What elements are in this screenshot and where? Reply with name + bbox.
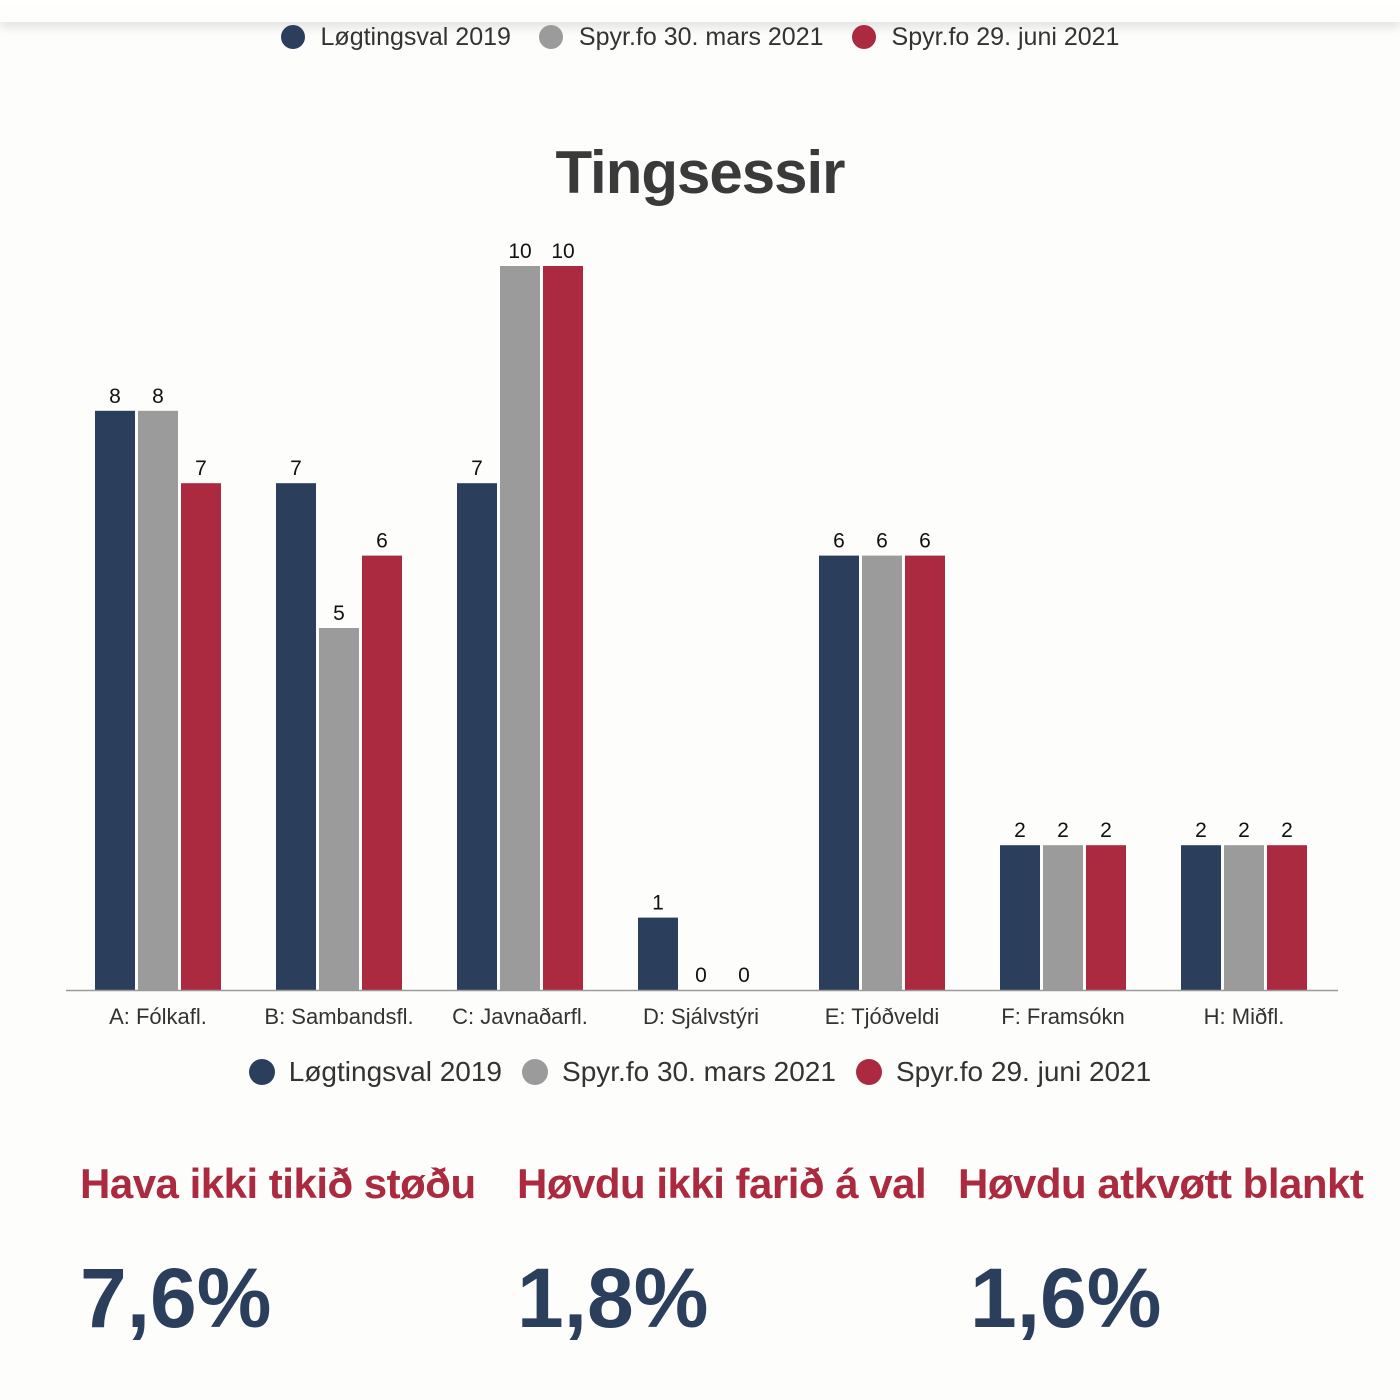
category-label: E: Tjóðveldi [825, 1004, 940, 1029]
bar[interactable] [500, 266, 540, 990]
bar[interactable] [181, 483, 221, 990]
bar[interactable] [276, 483, 316, 990]
legend-dot-icon [248, 1059, 275, 1085]
bar[interactable] [457, 483, 497, 990]
data-label: 2 [1281, 819, 1293, 842]
data-label: 6 [919, 530, 931, 553]
bar[interactable] [905, 555, 945, 990]
legend-label: Spyr.fo 29. juni 2021 [895, 1056, 1152, 1087]
bar[interactable] [1181, 845, 1221, 990]
data-label: 6 [833, 530, 845, 553]
chart-title: Tingsessir [555, 139, 845, 206]
bar[interactable] [95, 410, 135, 990]
category-label: A: Fólkafl. [109, 1004, 207, 1029]
data-label: 7 [290, 457, 302, 480]
data-label: 2 [1195, 819, 1207, 842]
data-label: 6 [876, 530, 888, 553]
bar[interactable] [319, 628, 359, 990]
data-label: 10 [508, 240, 531, 263]
legend-label: Spyr.fo 30. mars 2021 [562, 1056, 836, 1087]
stat-did-not-vote: Høvdu ikki farið á val 1,8% [517, 1160, 927, 1347]
data-label: 8 [152, 385, 164, 408]
legend-item-2019[interactable]: Løgtingsval 2019 [280, 22, 511, 52]
data-label: 1 [652, 892, 664, 915]
stat-value: 1,8% [517, 1251, 709, 1345]
data-label: 7 [471, 457, 483, 480]
data-label: 8 [109, 385, 121, 408]
legend-dot-icon [538, 25, 563, 49]
data-label: 2 [1014, 819, 1026, 842]
stat-label: Høvdu atkvøtt blankt [958, 1160, 1364, 1207]
legend-item-juni-2021[interactable]: Spyr.fo 29. juni 2021 [855, 1056, 1152, 1088]
legend-label: Løgtingsval 2019 [288, 1056, 503, 1087]
stat-value: 1,6% [970, 1251, 1162, 1345]
bar[interactable] [1000, 845, 1040, 990]
legend-bottom: Løgtingsval 2019 Spyr.fo 30. mars 2021 S… [0, 1052, 1400, 1092]
legend-label: Spyr.fo 30. mars 2021 [578, 22, 824, 51]
stat-undecided: Hava ikki tikið støðu 7,6% [80, 1160, 476, 1347]
bar[interactable] [362, 555, 402, 990]
legend-dot-icon [522, 1059, 549, 1085]
data-label: 5 [333, 602, 345, 625]
data-label: 6 [376, 530, 388, 553]
category-label: D: Sjálvstýri [643, 1004, 759, 1029]
stats-section: Hava ikki tikið støðu 7,6% Høvdu ikki fa… [0, 1160, 1400, 1380]
bar[interactable] [1043, 845, 1083, 990]
stat-label: Hava ikki tikið støðu [80, 1160, 476, 1207]
legend-top: Løgtingsval 2019 Spyr.fo 30. mars 2021 S… [0, 18, 1400, 56]
legend-item-mars-2021[interactable]: Spyr.fo 30. mars 2021 [538, 22, 824, 52]
category-label: F: Framsókn [1001, 1004, 1124, 1029]
category-label: H: Miðfl. [1204, 1004, 1285, 1029]
data-label: 0 [695, 964, 707, 987]
legend-dot-icon [855, 1059, 882, 1085]
data-label: 7 [195, 457, 207, 480]
stat-blank-vote: Høvdu atkvøtt blankt 1,6% [958, 1160, 1364, 1347]
data-label: 10 [551, 240, 574, 263]
legend-dot-icon [851, 25, 876, 49]
bar[interactable] [1267, 845, 1307, 990]
data-label: 0 [738, 964, 750, 987]
bar[interactable] [138, 410, 178, 990]
data-label: 2 [1057, 819, 1069, 842]
bar[interactable] [1086, 845, 1126, 990]
legend-item-mars-2021[interactable]: Spyr.fo 30. mars 2021 [522, 1056, 836, 1088]
bar[interactable] [543, 266, 583, 990]
legend-label: Spyr.fo 29. juni 2021 [891, 22, 1120, 51]
legend-item-juni-2021[interactable]: Spyr.fo 29. juni 2021 [851, 22, 1120, 52]
bar[interactable] [638, 917, 678, 990]
data-label: 2 [1238, 819, 1250, 842]
legend-dot-icon [280, 25, 305, 49]
stat-value: 7,6% [80, 1251, 272, 1345]
legend-item-2019[interactable]: Løgtingsval 2019 [248, 1056, 503, 1088]
bar[interactable] [819, 555, 859, 990]
category-label: B: Sambandsfl. [264, 1004, 413, 1029]
top-bar [0, 0, 1400, 22]
legend-label: Løgtingsval 2019 [320, 22, 511, 51]
bar[interactable] [1224, 845, 1264, 990]
category-label: C: Javnaðarfl. [452, 1004, 588, 1029]
data-label: 2 [1100, 819, 1112, 842]
stat-label: Høvdu ikki farið á val [517, 1160, 927, 1207]
bar[interactable] [862, 555, 902, 990]
